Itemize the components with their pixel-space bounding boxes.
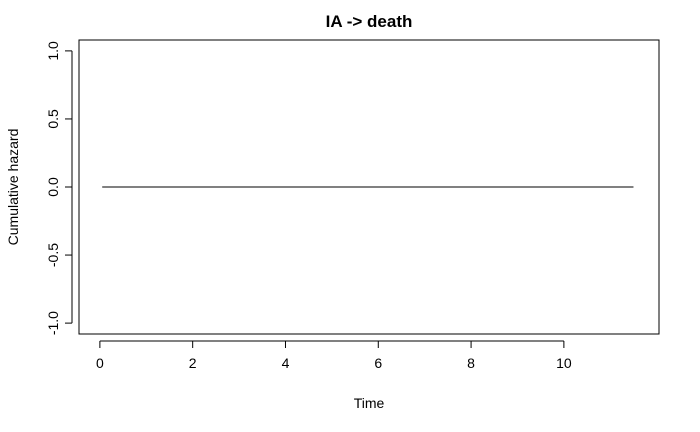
x-tick-label: 4 bbox=[282, 355, 290, 371]
x-axis-label: Time bbox=[354, 395, 385, 411]
chart-title: IA -> death bbox=[326, 12, 413, 31]
y-tick-label: 0.0 bbox=[45, 177, 61, 197]
x-tick-label: 10 bbox=[556, 355, 572, 371]
x-tick-label: 2 bbox=[189, 355, 197, 371]
plot-frame bbox=[78, 39, 660, 335]
y-tick-label: 0.5 bbox=[45, 109, 61, 129]
x-tick-label: 6 bbox=[374, 355, 382, 371]
x-tick-label: 8 bbox=[467, 355, 475, 371]
x-tick-label: 0 bbox=[96, 355, 104, 371]
x-axis: 0 2 4 6 8 10 bbox=[96, 340, 572, 371]
y-axis-label: Cumulative hazard bbox=[5, 129, 21, 246]
y-axis: -1.0 -0.5 0.0 0.5 1.0 bbox=[45, 41, 73, 335]
y-tick-label: -0.5 bbox=[45, 243, 61, 267]
y-tick-label: 1.0 bbox=[45, 41, 61, 61]
y-tick-label: -1.0 bbox=[45, 311, 61, 335]
